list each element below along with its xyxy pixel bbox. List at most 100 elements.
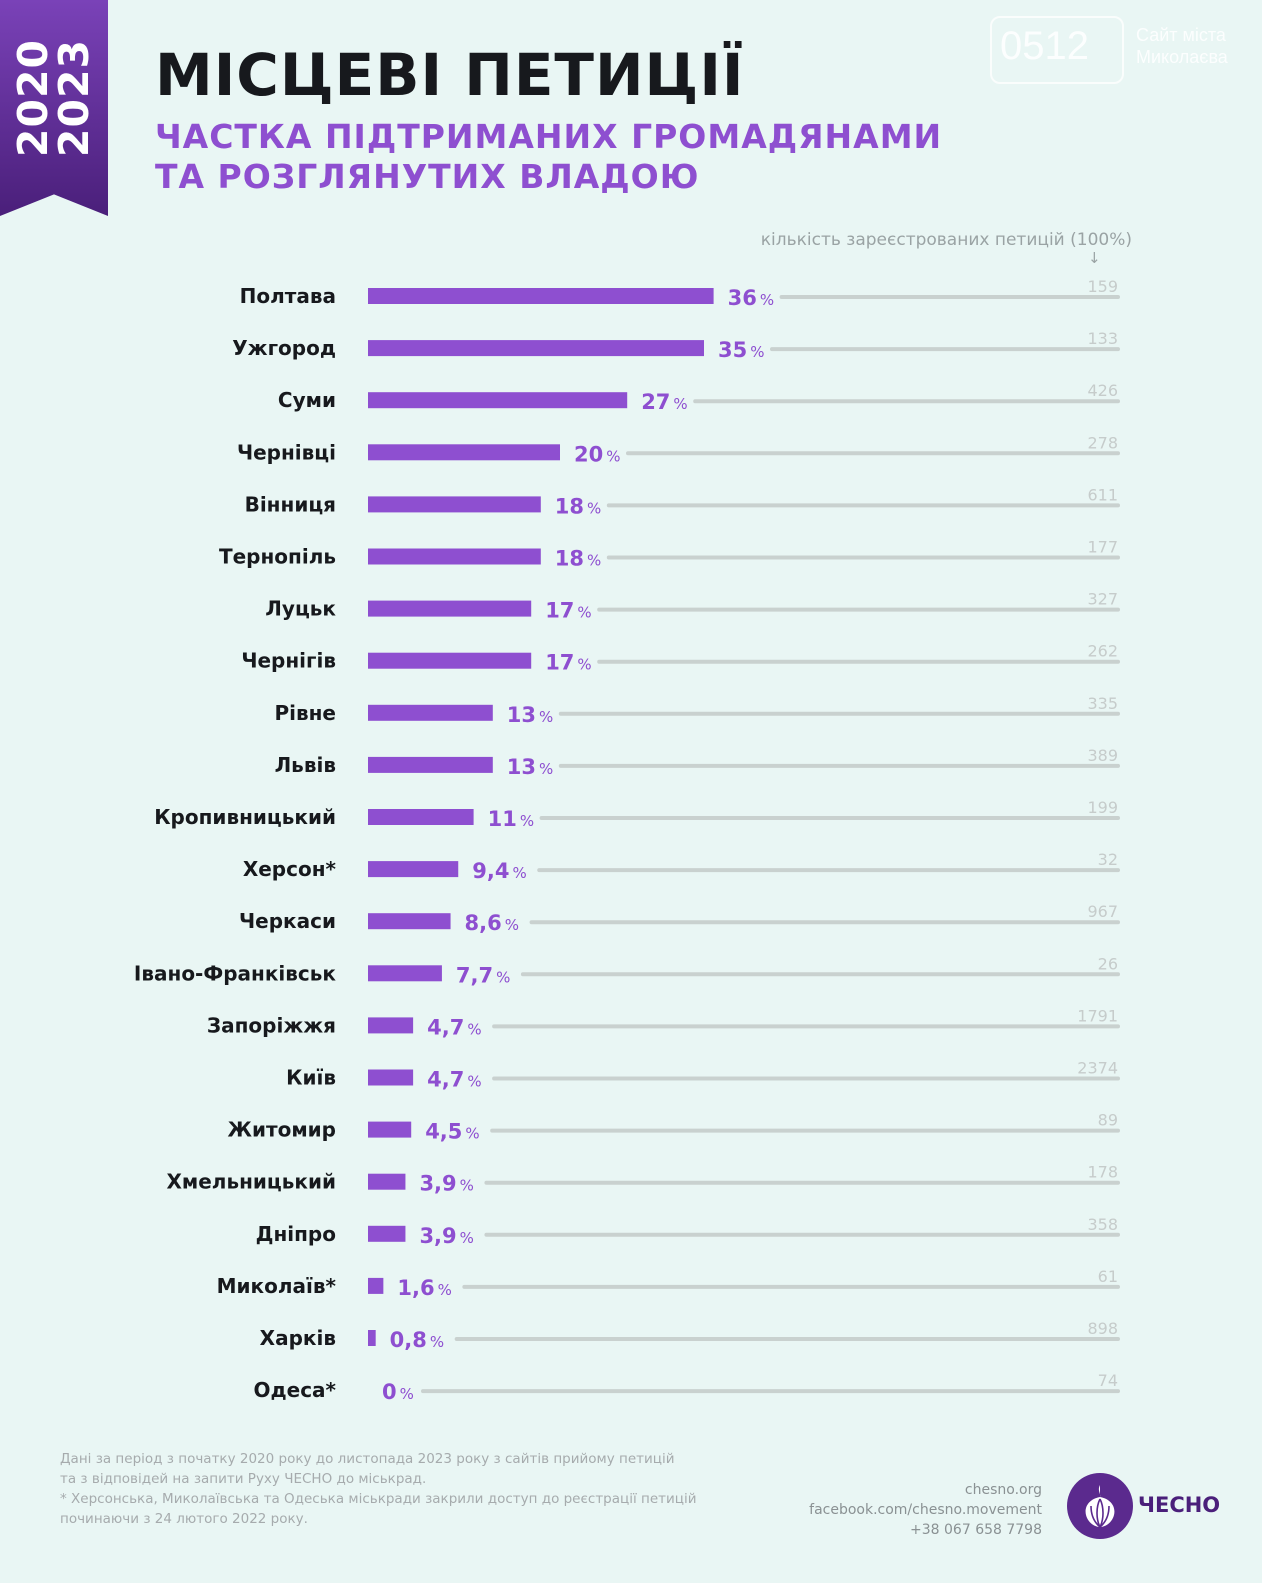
category-label: Харків: [260, 1326, 336, 1350]
watermark-number: 0512: [1000, 24, 1089, 68]
value-label: 0,8%: [390, 1328, 444, 1352]
value-label: 13%: [507, 755, 554, 779]
value-label: 4,7%: [427, 1015, 481, 1039]
category-label: Дніпро: [256, 1222, 336, 1246]
bar: [368, 1121, 412, 1138]
value-label: 4,7%: [427, 1068, 481, 1092]
footnote-line-3: * Херсонська, Миколаївська та Одеська мі…: [60, 1491, 697, 1507]
category-label: Рівне: [274, 701, 336, 725]
bar: [368, 809, 474, 825]
bar: [368, 756, 493, 773]
category-label: Вінниця: [245, 492, 336, 516]
site-watermark: 0512 Сайт міста Миколаєва: [990, 16, 1250, 108]
category-label: Чернігів: [241, 649, 336, 673]
category-label: Ужгород: [232, 336, 336, 360]
watermark-line-2: Миколаєва: [1136, 47, 1228, 67]
value-label: 0%: [382, 1380, 414, 1404]
category-label: Полтава: [240, 284, 336, 308]
registered-count: 358: [1087, 1215, 1118, 1234]
registered-count: 2374: [1077, 1059, 1118, 1078]
category-label: Чернівці: [237, 440, 336, 464]
bar: [368, 548, 541, 565]
down-arrow-icon: ↓: [1088, 249, 1101, 267]
bar: [368, 652, 532, 669]
value-label: 3,9%: [419, 1224, 473, 1248]
registered-count: 199: [1087, 798, 1118, 817]
value-label: 1,6%: [397, 1276, 451, 1300]
bar: [368, 1017, 414, 1034]
registered-count: 967: [1087, 902, 1118, 921]
value-label: 18%: [555, 547, 602, 571]
contact-phone: +38 067 658 7798: [910, 1522, 1042, 1538]
category-label: Івано-Франківськ: [134, 961, 337, 985]
count-column-label: кількість зареєстрованих петицій (100%): [760, 230, 1132, 250]
registered-count: 262: [1087, 642, 1118, 661]
bar: [368, 392, 628, 409]
bar: [368, 1330, 376, 1346]
registered-count: 278: [1087, 433, 1118, 452]
value-label: 36%: [728, 286, 775, 310]
category-label: Львів: [275, 753, 336, 777]
bar: [368, 496, 541, 513]
logo-text: ЧЕСНО: [1138, 1493, 1221, 1517]
page-title: МІСЦЕВІ ПЕТИЦІЇ: [155, 41, 745, 109]
value-label: 8,6%: [465, 911, 519, 935]
footnote: Дані за період з початку 2020 року до ли…: [60, 1449, 700, 1529]
value-label: 9,4%: [472, 859, 526, 883]
category-label: Херсон*: [243, 857, 337, 881]
registered-count: 611: [1087, 485, 1118, 504]
bar: [368, 1173, 406, 1190]
bar: [368, 913, 451, 930]
registered-count: 389: [1087, 746, 1118, 765]
value-label: 4,5%: [425, 1120, 479, 1144]
page-subtitle: ЧАСТКА ПІДТРИМАНИХ ГРОМАДЯНАМИ ТА РОЗГЛЯ…: [155, 117, 942, 197]
bar: [368, 288, 714, 304]
category-label: Тернопіль: [219, 545, 336, 569]
watermark-line-1: Сайт міста: [1136, 25, 1226, 45]
value-label: 18%: [555, 494, 602, 518]
registered-count: 335: [1087, 694, 1118, 713]
registered-count: 89: [1098, 1111, 1118, 1130]
registered-count: 74: [1098, 1371, 1118, 1390]
value-label: 11%: [488, 807, 534, 831]
registered-count: 898: [1087, 1319, 1118, 1338]
bar: [368, 704, 493, 721]
watermark-text: Сайт міста Миколаєва: [1136, 24, 1246, 68]
footnote-line-2: та з відповідей на запити Руху ЧЕСНО до …: [60, 1471, 427, 1487]
value-label: 7,7%: [456, 963, 510, 987]
registered-count: 1791: [1077, 1006, 1118, 1025]
bar: [368, 1069, 414, 1086]
footnote-line-1: Дані за період з початку 2020 року до ли…: [60, 1451, 675, 1467]
bar: [368, 444, 560, 461]
contact-website: chesno.org: [964, 1482, 1042, 1498]
subtitle-line-2: ТА РОЗГЛЯНУТИХ ВЛАДОЮ: [155, 157, 700, 196]
value-label: 20%: [574, 442, 621, 466]
registered-count: 426: [1087, 381, 1118, 400]
bar-chart: Полтава 36 % 159 Ужгород 35 % 133 Суми 27 % 426 Черн…: [134, 277, 1120, 1404]
category-label: Житомир: [227, 1118, 336, 1142]
value-label: 17%: [545, 651, 592, 675]
bar: [368, 1225, 406, 1242]
bar: [368, 340, 704, 357]
registered-count: 327: [1087, 590, 1118, 609]
category-label: Хмельницький: [166, 1170, 336, 1194]
contacts: chesno.org facebook.com/chesno.movement …: [809, 1480, 1042, 1540]
bar: [368, 1277, 384, 1294]
category-label: Суми: [278, 388, 336, 412]
bar: [368, 965, 442, 982]
subtitle-line-1: ЧАСТКА ПІДТРИМАНИХ ГРОМАДЯНАМИ: [155, 117, 943, 156]
registered-count: 159: [1087, 277, 1118, 296]
bar: [368, 861, 459, 878]
value-label: 27%: [641, 390, 688, 414]
category-label: Запоріжжя: [207, 1013, 336, 1037]
registered-count: 177: [1087, 538, 1118, 557]
years-ribbon: 2020 2023: [0, 0, 108, 216]
category-label: Луцьк: [265, 597, 336, 621]
footnote-line-4: починаючи з 24 лютого 2022 року.: [60, 1511, 308, 1527]
bar: [368, 600, 532, 617]
value-label: 17%: [545, 599, 592, 623]
chat-bubble-icon: [990, 16, 1124, 84]
value-label: 13%: [507, 703, 554, 727]
value-label: 35%: [718, 338, 765, 362]
category-label: Одеса*: [253, 1378, 336, 1402]
